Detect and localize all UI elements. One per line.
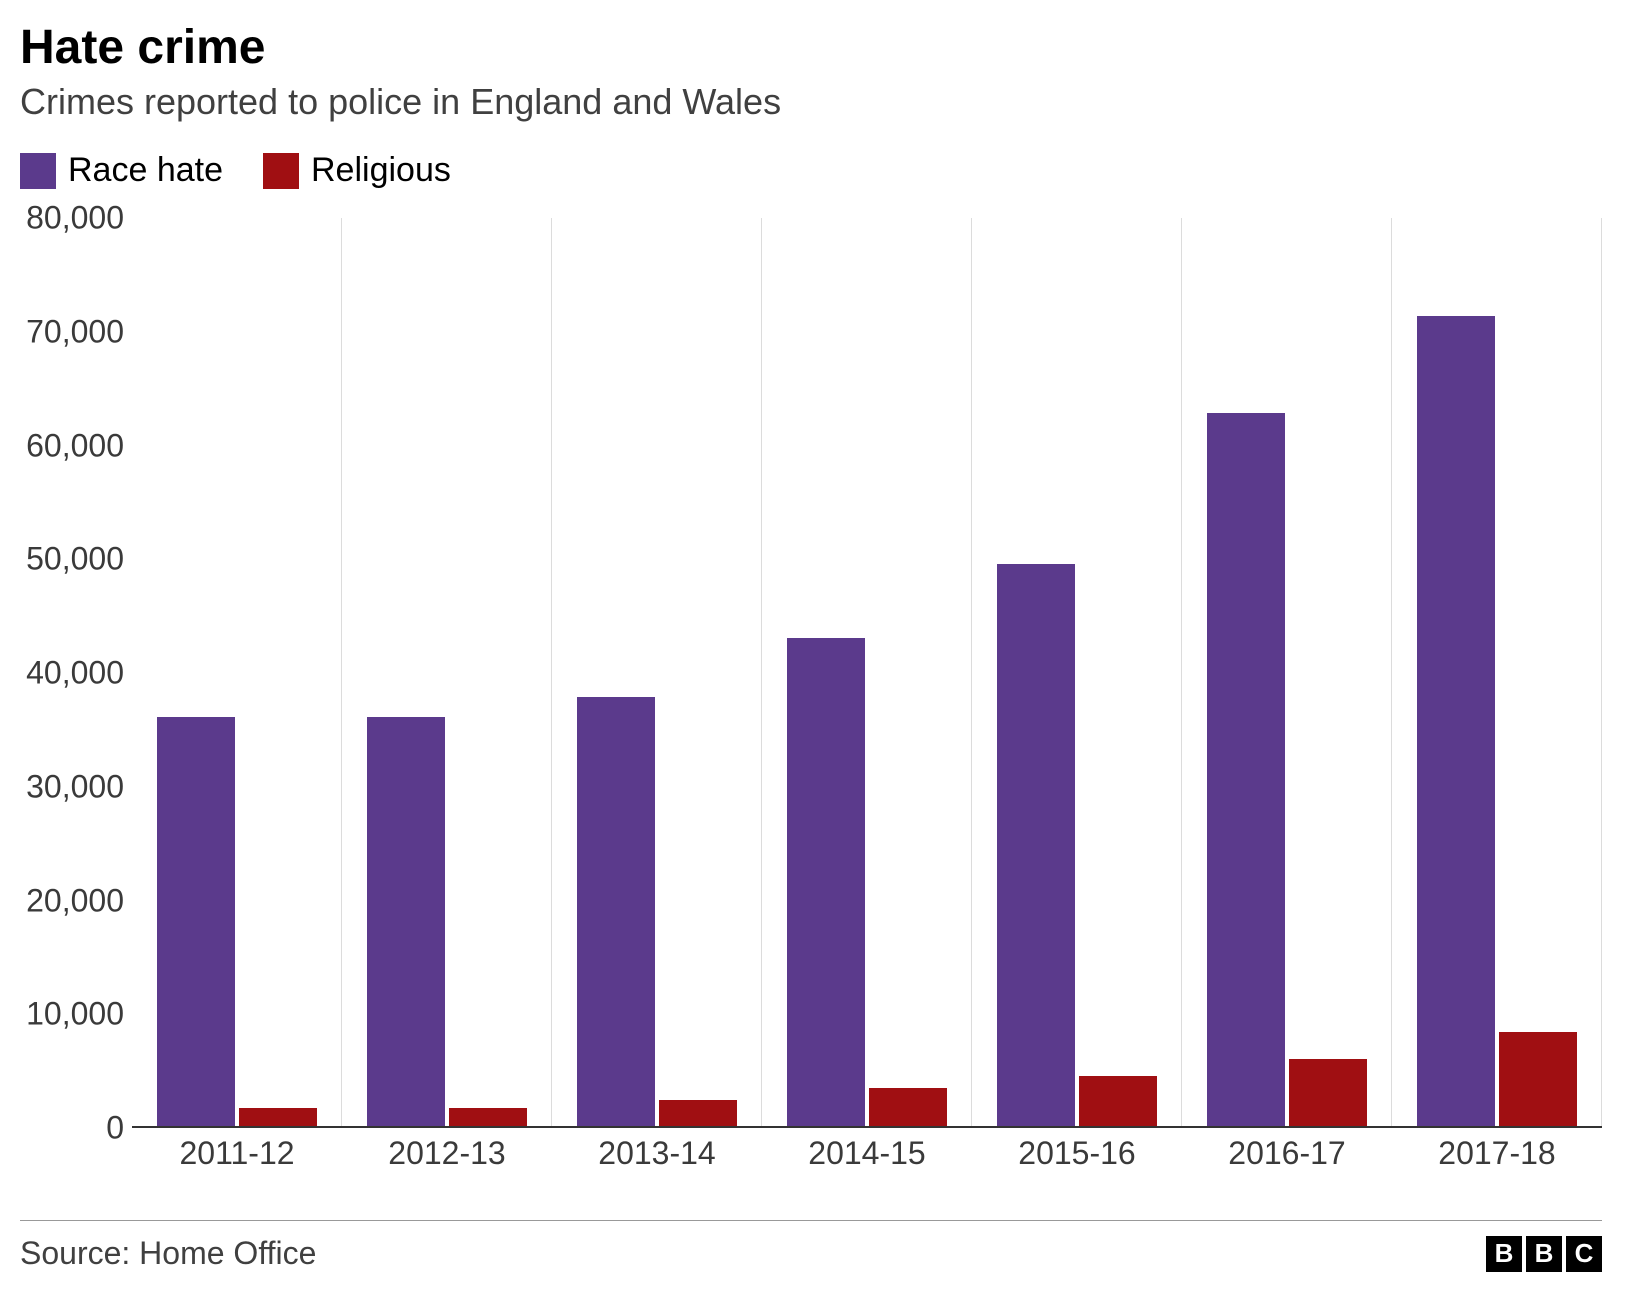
y-tick-label: 40,000 [20, 655, 124, 692]
bar [1499, 1032, 1577, 1126]
legend-label: Religious [311, 151, 451, 190]
chart-area: 010,00020,00030,00040,00050,00060,00070,… [20, 218, 1602, 1178]
y-tick-label: 80,000 [20, 200, 124, 237]
y-tick-label: 30,000 [20, 768, 124, 805]
bbc-logo-letter: B [1486, 1236, 1522, 1272]
legend: Race hate Religious [20, 151, 1602, 190]
y-tick-label: 20,000 [20, 882, 124, 919]
gridline [341, 218, 342, 1126]
x-tick-label: 2013-14 [552, 1135, 762, 1172]
bbc-logo: B B C [1486, 1236, 1602, 1272]
bar [787, 638, 865, 1126]
bar [449, 1108, 527, 1126]
x-tick-label: 2015-16 [972, 1135, 1182, 1172]
y-tick-label: 50,000 [20, 541, 124, 578]
legend-swatch [20, 153, 56, 189]
gridline [1601, 218, 1602, 1126]
x-tick-label: 2014-15 [762, 1135, 972, 1172]
bar [239, 1108, 317, 1126]
x-tick-label: 2011-12 [132, 1135, 342, 1172]
legend-label: Race hate [68, 151, 223, 190]
chart-container: Hate crime Crimes reported to police in … [0, 0, 1632, 1300]
bar [577, 697, 655, 1126]
x-tick-label: 2017-18 [1392, 1135, 1602, 1172]
bar [157, 717, 235, 1127]
x-axis: 2011-122012-132013-142014-152015-162016-… [20, 1128, 1602, 1178]
footer: Source: Home Office B B C [20, 1220, 1602, 1272]
x-tick-label: 2012-13 [342, 1135, 552, 1172]
bar [1289, 1059, 1367, 1126]
gridline [551, 218, 552, 1126]
legend-item-religious: Religious [263, 151, 451, 190]
bar [869, 1088, 947, 1126]
legend-swatch [263, 153, 299, 189]
gridline [1181, 218, 1182, 1126]
y-tick-label: 70,000 [20, 313, 124, 350]
bar [659, 1100, 737, 1126]
y-axis: 010,00020,00030,00040,00050,00060,00070,… [20, 218, 132, 1128]
source-text: Source: Home Office [20, 1235, 316, 1272]
bbc-logo-letter: B [1526, 1236, 1562, 1272]
chart-subtitle: Crimes reported to police in England and… [20, 81, 1602, 123]
bbc-logo-letter: C [1566, 1236, 1602, 1272]
y-tick-label: 60,000 [20, 427, 124, 464]
bar [1417, 316, 1495, 1126]
bar [1207, 413, 1285, 1126]
gridline [1391, 218, 1392, 1126]
bar [997, 564, 1075, 1126]
legend-item-race-hate: Race hate [20, 151, 223, 190]
chart-title: Hate crime [20, 20, 1602, 75]
bar [1079, 1076, 1157, 1126]
plot-region [132, 218, 1602, 1128]
x-tick-label: 2016-17 [1182, 1135, 1392, 1172]
y-tick-label: 10,000 [20, 996, 124, 1033]
bar [367, 717, 445, 1127]
gridline [971, 218, 972, 1126]
gridline [761, 218, 762, 1126]
